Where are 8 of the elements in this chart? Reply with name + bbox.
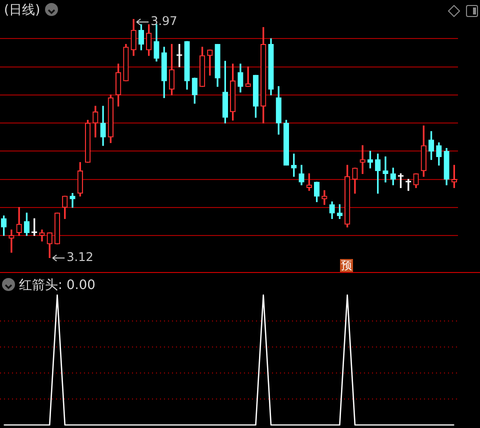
chart-title: 红箭头: 0.00	[19, 277, 96, 294]
annotation: 3.12	[66, 250, 94, 264]
candlestick	[70, 193, 76, 208]
candlestick	[8, 230, 14, 253]
text: 预	[340, 259, 353, 272]
chart-title: (日线)	[4, 2, 40, 19]
annotation: 3.97	[150, 14, 178, 28]
candlestick	[382, 156, 388, 182]
